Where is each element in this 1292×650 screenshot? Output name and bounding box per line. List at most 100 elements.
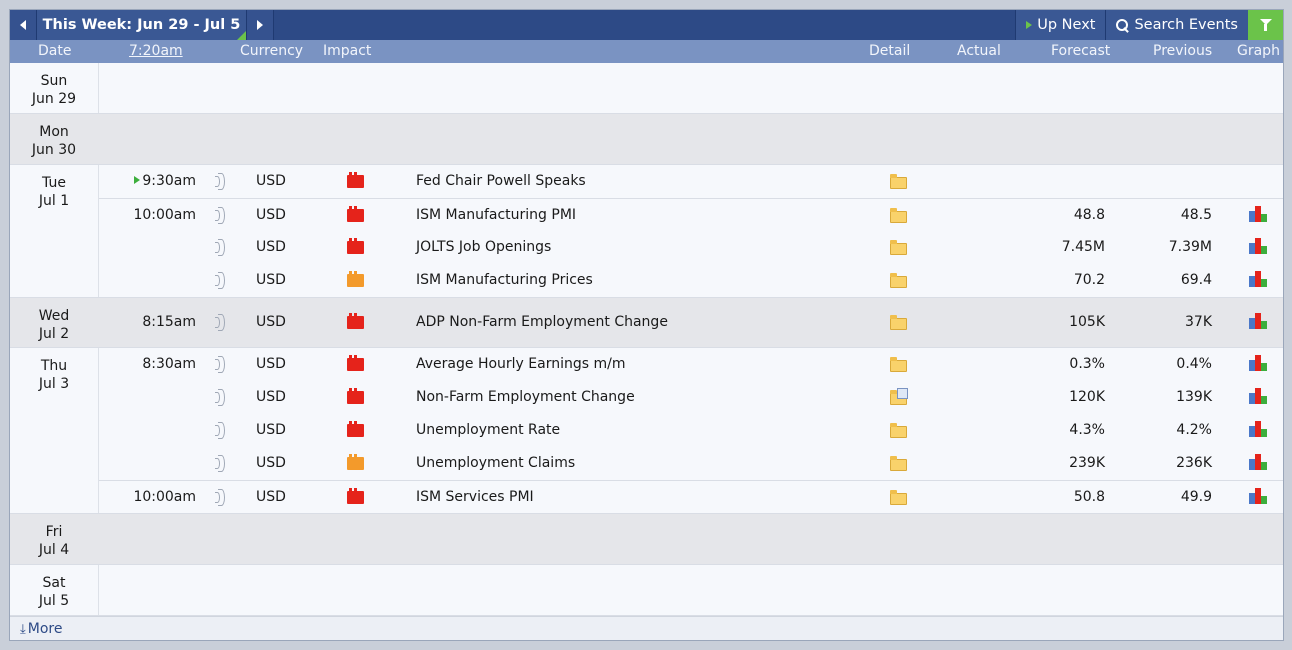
event-forecast: 50.8 (1073, 489, 1105, 505)
bar-chart-icon[interactable] (1249, 238, 1269, 254)
event-forecast: 105K (1069, 314, 1105, 330)
table-row[interactable]: 8:15am USD ADP Non-Farm Employment Chang… (99, 306, 1283, 339)
header-time[interactable]: 7:20am (129, 43, 183, 59)
day-date: Jul 5 (38, 593, 70, 609)
day-thu: Thu Jul 3 8:30am USD Average Hourly Earn… (10, 348, 1283, 514)
week-title-label: This Week: Jun 29 - Jul 5 (42, 17, 241, 33)
bar-chart-icon[interactable] (1249, 206, 1269, 222)
event-name[interactable]: JOLTS Job Openings (416, 239, 552, 255)
sound-icon[interactable] (215, 239, 225, 256)
week-title[interactable]: This Week: Jun 29 - Jul 5 (37, 10, 247, 40)
day-of-week: Wed (38, 308, 70, 324)
folder-icon[interactable] (890, 456, 907, 471)
folder-icon[interactable] (890, 315, 907, 330)
day-of-week: Fri (45, 524, 63, 540)
event-currency: USD (256, 356, 286, 372)
search-events-button[interactable]: Search Events (1105, 10, 1248, 40)
event-forecast: 120K (1069, 389, 1105, 405)
bar-chart-icon[interactable] (1249, 421, 1269, 437)
event-currency: USD (256, 455, 286, 471)
folder-icon[interactable] (890, 208, 907, 223)
table-row[interactable]: USD ISM Manufacturing Prices 70.2 69.4 (99, 264, 1283, 297)
date-cell: Tue Jul 1 (10, 165, 99, 297)
event-name[interactable]: Fed Chair Powell Speaks (416, 173, 586, 189)
day-date: Jul 2 (38, 326, 70, 342)
header-detail: Detail (869, 43, 911, 59)
table-row[interactable]: USD Non-Farm Employment Change 120K 139K (99, 381, 1283, 414)
header-currency: Currency (240, 43, 304, 59)
event-name[interactable]: ISM Services PMI (416, 489, 534, 505)
sound-icon[interactable] (215, 356, 225, 373)
folder-icon[interactable] (890, 174, 907, 189)
play-icon (1026, 21, 1033, 29)
folder-icon[interactable] (890, 357, 907, 372)
up-next-label: Up Next (1037, 17, 1096, 33)
high-impact-icon (347, 238, 364, 254)
event-name[interactable]: ISM Manufacturing Prices (416, 272, 593, 288)
empty-day-area (99, 114, 1283, 164)
next-week-button[interactable] (247, 10, 274, 40)
high-impact-icon (347, 388, 364, 404)
sound-icon[interactable] (215, 207, 225, 224)
sound-icon[interactable] (215, 173, 225, 190)
day-date: Jul 1 (38, 193, 70, 209)
day-mon: Mon Jun 30 (10, 114, 1283, 165)
high-impact-icon (347, 172, 364, 188)
sound-icon[interactable] (215, 489, 225, 506)
prev-week-button[interactable] (10, 10, 37, 40)
sound-icon[interactable] (215, 455, 225, 472)
table-row[interactable]: USD Unemployment Claims 239K 236K (99, 447, 1283, 480)
arrow-left-icon (20, 20, 26, 30)
calendar-toolbar: This Week: Jun 29 - Jul 5 Up Next Search… (10, 10, 1283, 40)
folder-icon[interactable] (890, 273, 907, 288)
event-name[interactable]: Unemployment Rate (416, 422, 561, 438)
event-name[interactable]: Unemployment Claims (416, 455, 576, 471)
search-events-label: Search Events (1134, 17, 1238, 33)
column-header-row: Date 7:20am Currency Impact Detail Actua… (10, 40, 1283, 63)
bar-chart-icon[interactable] (1249, 271, 1269, 287)
sound-icon[interactable] (215, 389, 225, 406)
event-forecast: 239K (1069, 455, 1105, 471)
folder-icon[interactable] (890, 423, 907, 438)
folder-icon[interactable] (890, 240, 907, 255)
event-forecast: 4.3% (1069, 422, 1105, 438)
sound-icon[interactable] (215, 422, 225, 439)
bar-chart-icon[interactable] (1249, 355, 1269, 371)
folder-document-icon[interactable] (890, 388, 908, 405)
event-previous: 48.5 (1180, 207, 1212, 223)
bar-chart-icon[interactable] (1249, 313, 1269, 329)
table-row[interactable]: 10:00am USD ISM Manufacturing PMI 48.8 4… (99, 198, 1283, 231)
event-currency: USD (256, 239, 286, 255)
more-link[interactable]: ⤓ More (10, 616, 1283, 640)
day-date: Jul 3 (38, 376, 70, 392)
event-time: 8:30am (142, 356, 196, 372)
table-row[interactable]: 9:30am USD Fed Chair Powell Speaks (99, 165, 1283, 198)
event-name[interactable]: Non-Farm Employment Change (416, 389, 635, 405)
event-currency: USD (256, 173, 286, 189)
sound-icon[interactable] (215, 272, 225, 289)
event-time-label: 9:30am (142, 173, 196, 189)
table-row[interactable]: USD Unemployment Rate 4.3% 4.2% (99, 414, 1283, 447)
bar-chart-icon[interactable] (1249, 388, 1269, 404)
event-name[interactable]: ADP Non-Farm Employment Change (416, 314, 668, 330)
header-date: Date (38, 43, 72, 59)
table-row[interactable]: 10:00am USD ISM Services PMI 50.8 49.9 (99, 480, 1283, 513)
high-impact-icon (347, 206, 364, 222)
sound-icon[interactable] (215, 314, 225, 331)
event-forecast: 0.3% (1069, 356, 1105, 372)
bar-chart-icon[interactable] (1249, 488, 1269, 504)
table-row[interactable]: 8:30am USD Average Hourly Earnings m/m 0… (99, 348, 1283, 381)
filter-icon (1259, 19, 1272, 31)
event-name[interactable]: Average Hourly Earnings m/m (416, 356, 626, 372)
folder-icon[interactable] (890, 490, 907, 505)
up-next-button[interactable]: Up Next (1015, 10, 1106, 40)
high-impact-icon (347, 355, 364, 371)
event-name[interactable]: ISM Manufacturing PMI (416, 207, 577, 223)
filter-button[interactable] (1248, 10, 1283, 40)
event-previous: 37K (1185, 314, 1212, 330)
event-currency: USD (256, 422, 286, 438)
table-row[interactable]: USD JOLTS Job Openings 7.45M 7.39M (99, 231, 1283, 264)
high-impact-icon (347, 488, 364, 504)
event-previous: 69.4 (1180, 272, 1212, 288)
bar-chart-icon[interactable] (1249, 454, 1269, 470)
